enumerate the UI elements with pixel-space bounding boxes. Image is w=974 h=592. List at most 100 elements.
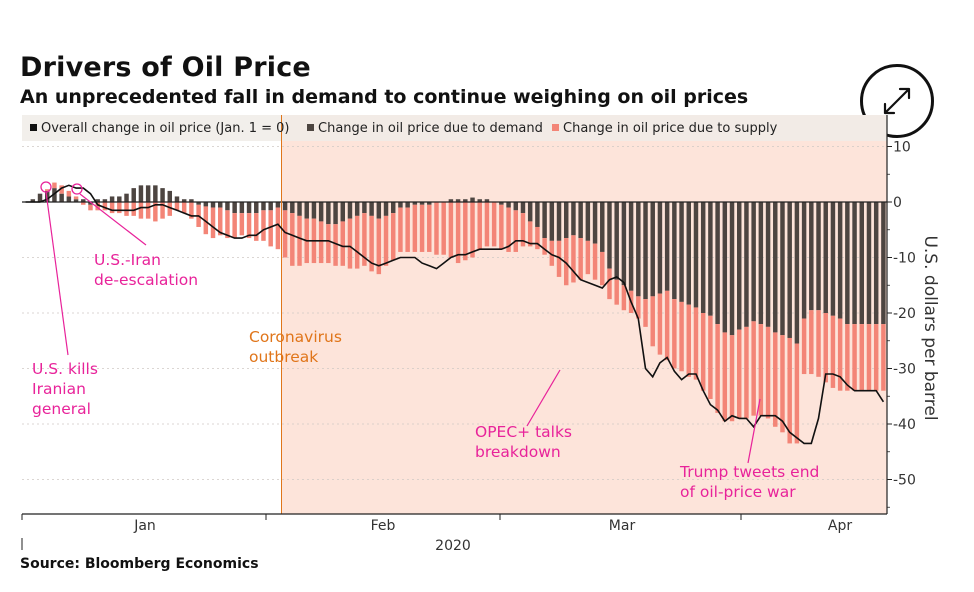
supply-bar (837, 318, 843, 391)
demand-bar (318, 202, 324, 222)
demand-bar (398, 202, 403, 208)
x-tick-label-jan: Jan (133, 518, 156, 534)
supply-bar (434, 202, 439, 255)
demand-bar (304, 202, 309, 219)
supply-bar (729, 335, 735, 422)
supply-bar (383, 215, 389, 266)
x-year-label: 2020 (435, 538, 471, 554)
chart-subtitle: An unprecedented fall in demand to conti… (20, 86, 749, 108)
demand-bar (37, 193, 43, 202)
supply-bar (268, 210, 273, 247)
demand-bar (787, 202, 792, 338)
demand-bar (578, 202, 583, 239)
supply-bar (181, 202, 187, 214)
demand-bar (679, 202, 684, 302)
demand-bar (607, 202, 612, 269)
y-tick-label: -40 (893, 417, 916, 433)
demand-bar (542, 202, 547, 239)
demand-bar (66, 196, 72, 202)
demand-bar (535, 202, 540, 227)
demand-bar (282, 202, 288, 211)
demand-bar (217, 202, 223, 208)
supply-bar (362, 213, 367, 266)
chart-title: Drivers of Oil Price (20, 52, 311, 83)
supply-bar (455, 202, 461, 264)
demand-bar (816, 202, 821, 311)
supply-bar (736, 329, 742, 419)
supply-bar (873, 324, 879, 391)
supply-bar (643, 299, 648, 327)
supply-bar (607, 268, 612, 300)
expand-arrows-icon (883, 87, 911, 115)
demand-bar (527, 202, 533, 222)
demand-bar (362, 202, 367, 214)
supply-bar (217, 207, 223, 236)
supply-bar (448, 202, 454, 258)
supply-bar (672, 299, 677, 369)
demand-bar (419, 202, 425, 205)
demand-bar (506, 202, 511, 208)
demand-bar (174, 196, 180, 202)
supply-bar (326, 224, 331, 264)
supply-bar (138, 202, 144, 219)
demand-bar (470, 197, 475, 202)
demand-bar (30, 199, 36, 202)
supply-bar (535, 226, 540, 250)
annotation-deescalation-line1: U.S.-Iran (94, 251, 161, 269)
supply-bar (203, 206, 209, 235)
supply-bar (441, 202, 446, 255)
annotation-coronavirus-line2: outbreak (249, 348, 318, 366)
x-tick-label-feb: Feb (371, 518, 396, 534)
demand-bar (736, 202, 742, 330)
y-axis-label: U.S. dollars per barrel (920, 235, 940, 420)
demand-bar (275, 202, 281, 208)
demand-bar (145, 185, 151, 202)
supply-bar (664, 290, 670, 361)
supply-bar (751, 321, 756, 416)
legend-label-overall: Overall change in oil price (Jan. 1 = 0) (41, 121, 290, 136)
demand-bar (477, 199, 482, 202)
annotation-deescalation-line2: de-escalation (94, 271, 198, 289)
annotation-opec-line2: breakdown (475, 443, 561, 461)
x-tick-label-apr: Apr (828, 518, 852, 534)
demand-bar (117, 196, 122, 202)
demand-bar (837, 202, 843, 319)
supply-bar (160, 202, 165, 219)
supply-bar (275, 207, 281, 250)
supply-bar (189, 202, 194, 219)
demand-bar (427, 202, 432, 205)
supply-bar (95, 202, 100, 211)
supply-bar (131, 202, 136, 216)
supply-bar (809, 310, 814, 375)
supply-bar (773, 332, 778, 427)
supply-bar (657, 293, 663, 355)
y-tick-label: -20 (893, 306, 916, 322)
demand-bar (556, 202, 562, 241)
supply-bar (232, 213, 237, 239)
demand-bar (650, 202, 655, 297)
demand-bar (160, 188, 165, 202)
demand-bar (664, 202, 670, 291)
supply-bar (506, 207, 511, 252)
supply-bar (52, 182, 57, 189)
demand-bar (297, 202, 302, 216)
demand-bar (773, 202, 778, 333)
supply-bar (117, 202, 122, 214)
y-tick-label: -50 (893, 473, 916, 489)
y-tick-label: -30 (893, 362, 916, 378)
x-tick-label-mar: Mar (609, 518, 636, 534)
supply-bar (254, 213, 259, 241)
demand-bar (311, 202, 317, 219)
supply-bar (614, 279, 619, 305)
demand-bar (628, 202, 634, 291)
supply-bar (549, 240, 555, 266)
annotation-opec-line1: OPEC+ talks (475, 423, 572, 441)
demand-bar (585, 202, 591, 241)
supply-bar (542, 238, 547, 255)
supply-bar (239, 213, 245, 236)
supply-bar (636, 296, 641, 319)
annotation-coronavirus-line1: Coronavirus (249, 328, 342, 346)
supply-bar (693, 307, 699, 380)
demand-bar (138, 185, 144, 202)
demand-bar (686, 202, 692, 305)
